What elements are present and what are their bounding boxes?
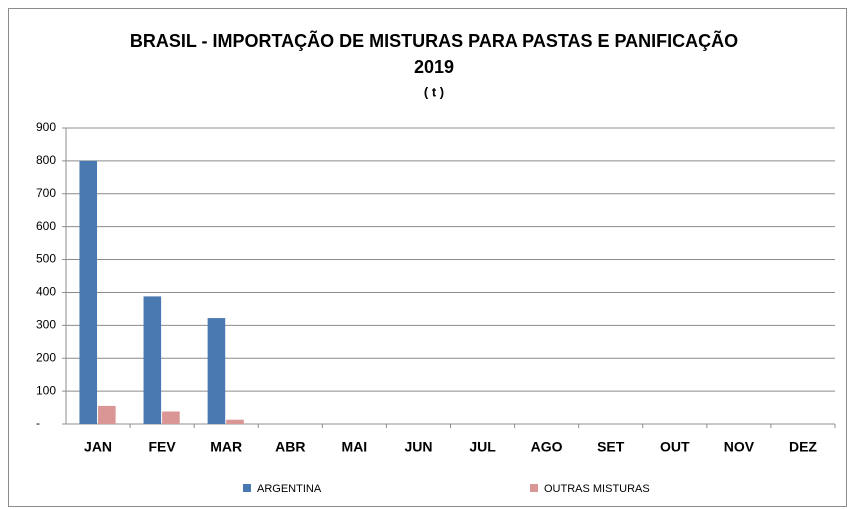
bar bbox=[143, 296, 162, 424]
y-tick-label: 900 bbox=[36, 120, 56, 134]
y-tick-label: 200 bbox=[36, 350, 56, 364]
legend-swatch bbox=[530, 484, 538, 492]
unit-label: ( t ) bbox=[424, 84, 444, 99]
chart-frame bbox=[8, 8, 847, 507]
legend-label: OUTRAS MISTURAS bbox=[544, 483, 650, 495]
y-tick-label: 600 bbox=[36, 219, 56, 233]
y-tick-label: 100 bbox=[36, 383, 56, 397]
x-tick-label: JUL bbox=[469, 439, 496, 455]
x-tick-label: MAI bbox=[342, 439, 368, 455]
x-tick-label: FEV bbox=[149, 439, 177, 455]
legend-swatch bbox=[243, 484, 251, 492]
x-tick-label: SET bbox=[597, 439, 625, 455]
y-tick-label: 400 bbox=[36, 285, 56, 299]
x-tick-label: NOV bbox=[724, 439, 755, 455]
x-tick-label: JAN bbox=[84, 439, 112, 455]
legend-label: ARGENTINA bbox=[257, 483, 322, 495]
y-tick-label: 300 bbox=[36, 318, 56, 332]
y-tick-label: 800 bbox=[36, 153, 56, 167]
x-tick-label: JUN bbox=[404, 439, 432, 455]
y-tick-label: 500 bbox=[36, 252, 56, 266]
chart-title: BRASIL - IMPORTAÇÃO DE MISTURAS PARA PAS… bbox=[130, 30, 738, 51]
x-tick-label: DEZ bbox=[789, 439, 817, 455]
bar bbox=[162, 411, 180, 424]
x-tick-label: OUT bbox=[660, 439, 690, 455]
chart-subtitle: 2019 bbox=[414, 57, 454, 77]
x-tick-label: ABR bbox=[275, 439, 305, 455]
y-tick-label: - bbox=[36, 416, 40, 430]
bar bbox=[98, 405, 116, 424]
bar bbox=[207, 318, 226, 424]
x-tick-label: MAR bbox=[210, 439, 242, 455]
bar bbox=[226, 419, 244, 424]
x-tick-label: AGO bbox=[531, 439, 563, 455]
bar bbox=[79, 160, 98, 424]
y-tick-label: 700 bbox=[36, 186, 56, 200]
